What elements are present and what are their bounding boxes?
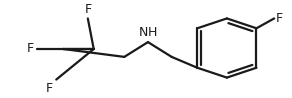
Text: F: F	[46, 82, 53, 95]
Text: N: N	[139, 26, 148, 39]
Text: H: H	[148, 26, 157, 39]
Text: F: F	[84, 3, 91, 16]
Text: F: F	[27, 43, 34, 55]
Text: F: F	[276, 12, 283, 25]
